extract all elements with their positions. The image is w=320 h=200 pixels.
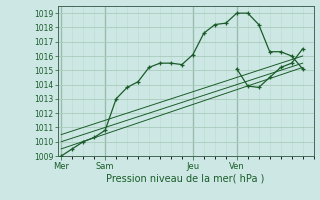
X-axis label: Pression niveau de la mer( hPa ): Pression niveau de la mer( hPa ) xyxy=(107,173,265,183)
